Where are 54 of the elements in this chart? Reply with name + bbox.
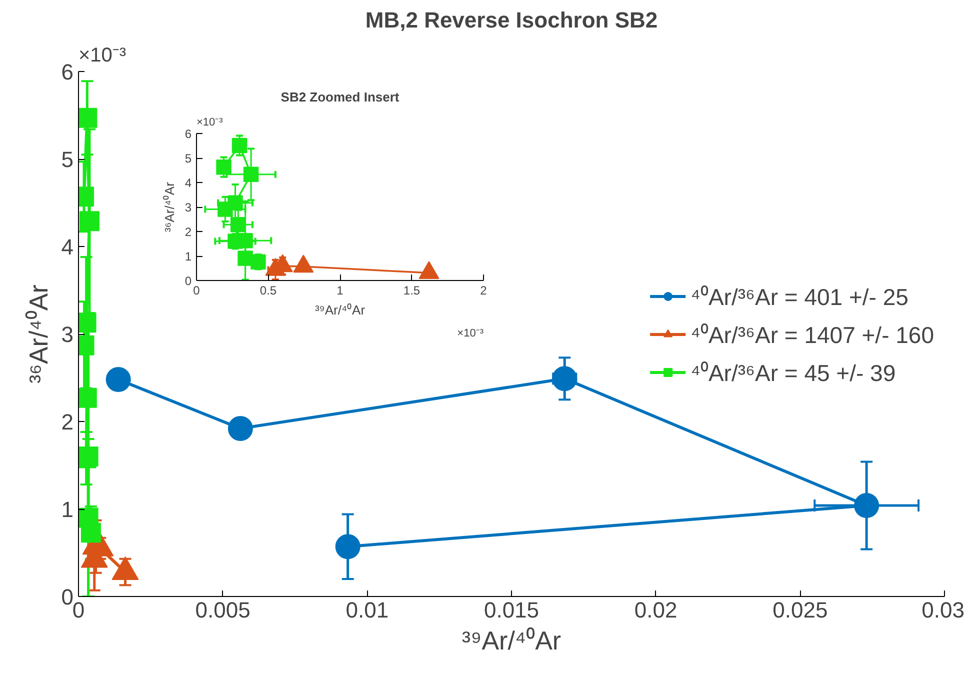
x-axis-title: ³⁹Ar/⁴⁰Ar: [462, 626, 562, 656]
point: [78, 446, 98, 466]
point: [79, 211, 100, 232]
legend-label: ⁴⁰Ar/³⁶Ar = 45 +/- 39: [690, 358, 896, 388]
x-tick-label: 1: [336, 284, 344, 298]
point: [250, 254, 266, 270]
y-tick-label: 3: [184, 200, 192, 214]
annotation: ×10⁻³: [457, 328, 484, 340]
y-tick-label: 2: [184, 225, 192, 239]
y-tick-label: 1: [184, 250, 192, 264]
point: [335, 534, 360, 560]
point: [854, 493, 880, 518]
x-tick-label: 0.01: [346, 598, 389, 622]
x-axis-title: ³⁹Ar/⁴⁰Ar: [314, 302, 366, 318]
chart-title: MB,2 Reverse Isochron SB2: [365, 8, 658, 32]
point: [552, 366, 578, 392]
y-tick-label: 5: [61, 147, 74, 172]
y-tick-label: 1: [61, 497, 74, 522]
x-tick-label: 0.015: [484, 598, 540, 622]
point: [230, 217, 246, 232]
point: [80, 522, 101, 543]
point: [106, 367, 131, 392]
point: [78, 312, 96, 333]
point: [243, 166, 259, 182]
y-tick-label: 6: [184, 127, 192, 141]
y-axis-title: ³⁶Ar/⁴⁰Ar: [162, 181, 177, 232]
y-tick-label: 4: [184, 176, 192, 190]
y-tick-label: 5: [184, 152, 192, 166]
text: ×10⁻³: [78, 44, 126, 66]
y-tick-label: 3: [61, 322, 74, 347]
x-tick-label: 2: [480, 284, 488, 298]
x-tick-label: 0.5: [260, 284, 277, 298]
y-tick-label: 6: [61, 60, 74, 84]
y-tick-label: 4: [61, 234, 74, 260]
point: [238, 232, 253, 248]
point: [232, 138, 248, 154]
x-tick-label: 0.025: [772, 598, 828, 622]
legend-label: ⁴⁰Ar/³⁶Ar = 1407 +/- 160: [690, 320, 934, 350]
x-tick-label: 0.005: [195, 598, 250, 622]
x-tick-label: 1.5: [403, 284, 420, 298]
legend-label: ⁴⁰Ar/³⁶Ar = 401 +/- 25: [690, 282, 908, 312]
point: [218, 202, 233, 217]
point: [78, 108, 98, 128]
y-axis-title: ³⁶Ar/⁴⁰Ar: [23, 284, 54, 384]
x-tick-label: 0.02: [634, 598, 678, 622]
y-tick-label: 2: [61, 410, 74, 434]
point: [78, 388, 97, 408]
y-tick-label: 0: [184, 274, 192, 288]
x-tick-label: 0.03: [922, 598, 964, 622]
point: [216, 159, 232, 175]
annotation: ×10⁻³: [196, 116, 224, 128]
chart-title: SB2 Zoomed Insert: [280, 90, 400, 104]
x-tick-label: 0: [193, 284, 200, 298]
point: [228, 416, 253, 441]
